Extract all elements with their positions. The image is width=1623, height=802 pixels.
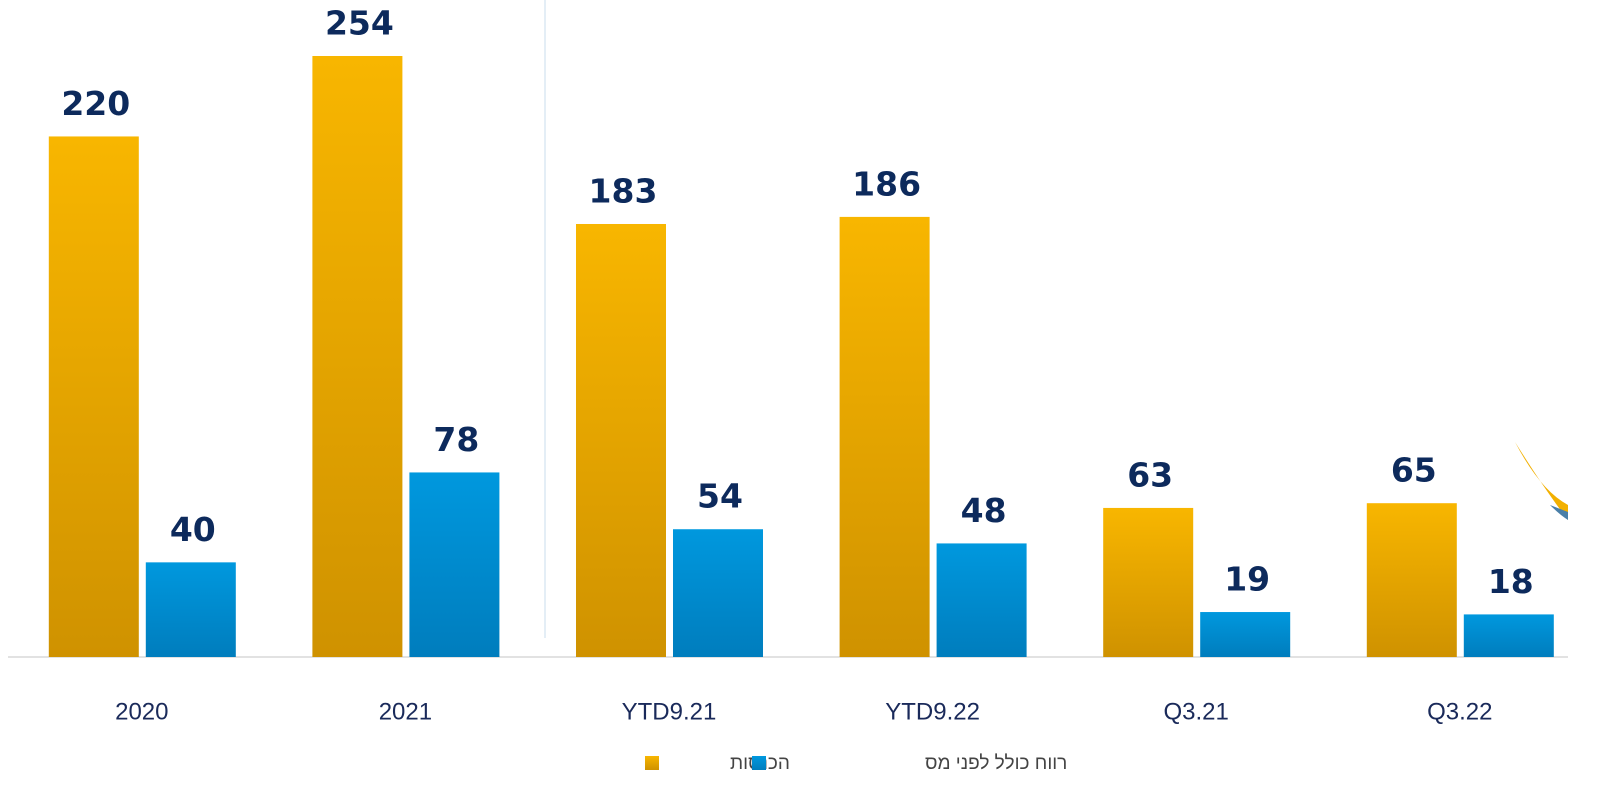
legend-label: רווח כולל לפני מס [925, 753, 1067, 774]
data-label: 220 [61, 84, 130, 123]
bar [145, 562, 236, 657]
data-label: 254 [325, 4, 394, 43]
x-tick-label: 2020 [115, 698, 168, 725]
bar [409, 472, 500, 657]
x-tick-label: YTD9.22 [885, 698, 980, 725]
bar [673, 529, 763, 657]
decoration [1550, 505, 1568, 520]
bar [48, 136, 139, 657]
bar [839, 216, 930, 657]
data-label: 48 [961, 491, 1007, 530]
x-tick-label: 2021 [379, 698, 432, 725]
legend-swatch [752, 756, 766, 770]
data-label: 78 [433, 420, 479, 459]
data-label: 19 [1224, 560, 1270, 599]
legend-swatch [645, 756, 659, 770]
x-tick-label: Q3.21 [1164, 698, 1229, 725]
x-tick-label: YTD9.21 [622, 698, 717, 725]
bar [1463, 614, 1554, 657]
bar [936, 543, 1027, 657]
data-label: 65 [1391, 451, 1437, 490]
bar [576, 223, 666, 657]
bar [1366, 503, 1457, 657]
bar [1103, 507, 1194, 657]
data-label: 183 [589, 171, 658, 210]
data-label: 54 [697, 477, 743, 516]
data-label: 40 [170, 510, 216, 549]
decoration [1515, 442, 1568, 520]
data-label: 63 [1127, 455, 1173, 494]
data-label: 186 [852, 164, 921, 203]
bar [1200, 612, 1291, 657]
bar [312, 56, 403, 657]
data-label: 18 [1488, 562, 1534, 601]
x-tick-label: Q3.22 [1427, 698, 1492, 725]
